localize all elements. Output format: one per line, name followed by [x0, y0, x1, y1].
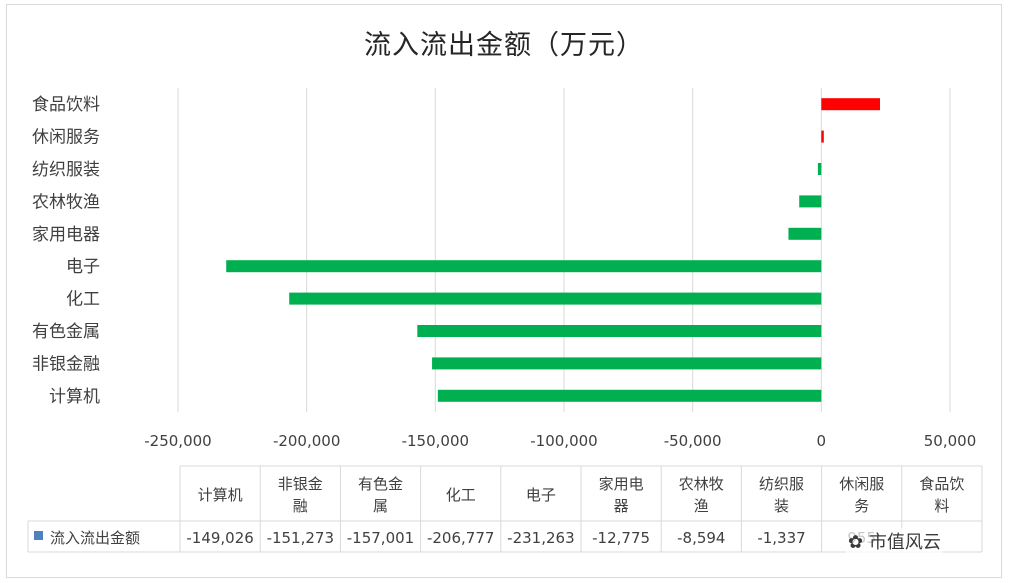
table-value-3: -206,777	[427, 529, 494, 547]
table-header-1: 非银金融	[278, 475, 323, 515]
table-header-6: 农林牧渔	[679, 475, 724, 515]
chart-title: 流入流出金额（万元）	[364, 30, 644, 61]
category-label-2: 有色金属	[32, 322, 100, 342]
table-value-0: -149,026	[186, 529, 253, 547]
table-header-9: 食品饮料	[919, 475, 964, 515]
bar-1	[432, 357, 822, 370]
bar-9	[821, 98, 881, 111]
bar-3	[289, 292, 822, 305]
bar-4	[226, 260, 822, 273]
table-header-8: 休闲服务	[839, 475, 884, 515]
x-tick-label-6: 50,000	[924, 432, 977, 450]
table-header-5: 家用电器	[599, 475, 644, 515]
bar-0	[437, 389, 822, 402]
x-tick-label-2: -150,000	[402, 432, 469, 450]
table-header-2: 有色金属	[358, 475, 403, 515]
x-tick-label-0: -250,000	[144, 432, 211, 450]
table-value-2: -157,001	[347, 529, 414, 547]
bar-5	[788, 227, 822, 240]
table-header-7: 纺织服装	[759, 475, 804, 515]
table-value-6: -8,594	[677, 529, 725, 547]
category-label-7: 纺织服装	[32, 160, 100, 180]
bar-8	[821, 130, 824, 143]
watermark-text: ✿ 市值风云	[846, 528, 943, 554]
category-label-3: 化工	[66, 290, 100, 310]
category-label-0: 计算机	[49, 387, 100, 407]
bar-2	[417, 325, 822, 337]
category-label-5: 家用电器	[32, 225, 100, 245]
wechat-icon: ✿	[848, 532, 864, 553]
category-label-6: 农林牧渔	[32, 192, 100, 212]
x-tick-label-4: -50,000	[664, 432, 722, 450]
table-value-4: -231,263	[507, 529, 574, 547]
bar-7	[817, 163, 822, 175]
table-value-1: -151,273	[267, 529, 334, 547]
bar-6	[799, 195, 822, 208]
x-tick-label-1: -200,000	[273, 432, 340, 450]
category-label-8: 休闲服务	[32, 128, 100, 148]
x-tick-label-3: -100,000	[530, 432, 597, 450]
legend-key	[34, 531, 43, 540]
table-header-4: 电子	[526, 486, 556, 504]
table-header-3: 化工	[446, 486, 476, 504]
category-label-1: 非银金融	[32, 354, 100, 374]
series-name: 流入流出金额	[50, 529, 140, 547]
table-header-0: 计算机	[198, 486, 243, 504]
category-label-4: 电子	[66, 257, 100, 277]
watermark-label: 市值风云	[868, 532, 941, 553]
category-label-9: 食品饮料	[32, 95, 100, 115]
table-value-5: -12,775	[592, 529, 650, 547]
table-value-7: -1,337	[757, 529, 805, 547]
x-tick-label-5: 0	[817, 432, 827, 450]
